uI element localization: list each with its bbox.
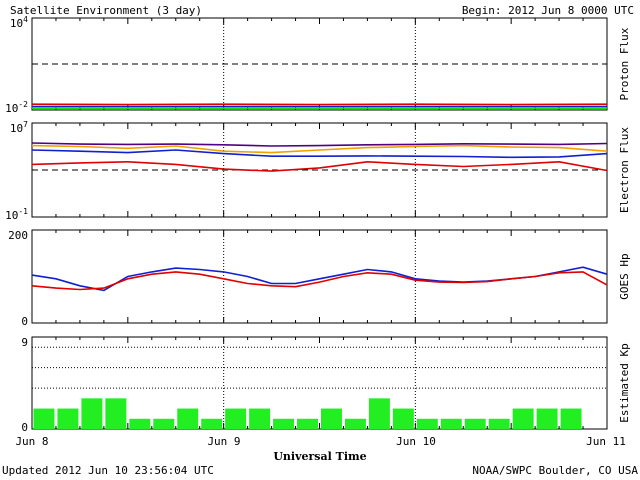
x-axis-label: Universal Time (273, 450, 366, 463)
panel-electron-flux: 107 10-1 Electron Flux (5, 120, 631, 222)
electron-flux-y-tick-top: 107 (10, 120, 28, 135)
estimated-kp-y-tick-bottom: 0 (21, 421, 28, 434)
kp-bar (129, 418, 151, 429)
electron-flux-series-orange (31, 144, 608, 154)
x-tick-jun9: Jun 9 (207, 435, 240, 448)
kp-bar (105, 398, 127, 429)
goes-hp-y-tick-top: 200 (8, 229, 28, 242)
kp-bar (321, 408, 342, 429)
estimated-kp-y-tick-top: 9 (21, 336, 28, 349)
x-tick-jun11: Jun 11 (586, 435, 626, 448)
goes-hp-frame (31, 229, 608, 324)
kp-bar (440, 418, 462, 429)
x-tick-jun8: Jun 8 (15, 435, 48, 448)
chart-title: Satellite Environment (3 day) (10, 4, 202, 17)
kp-bar (33, 408, 55, 429)
kp-bar (249, 408, 271, 429)
kp-bar (512, 408, 534, 429)
kp-bar (488, 418, 510, 429)
panels: 104 10-2 Proton Flux 107 10-1 Electron Flux 20… (5, 15, 631, 434)
kp-bar (201, 418, 223, 429)
kp-bar (392, 408, 414, 429)
kp-bar (81, 398, 103, 429)
x-tick-labels: Jun 8 Jun 9 Jun 10 Jun 11 (15, 435, 625, 448)
electron-flux-series-purple (31, 142, 608, 147)
kp-bar (344, 418, 366, 429)
kp-bar (464, 418, 486, 429)
kp-bar (560, 408, 582, 429)
goes-hp-series-blue (31, 266, 608, 292)
goes-hp-y-axis-label: GOES Hp (618, 253, 631, 299)
goes-hp-series-red (31, 271, 608, 291)
proton-flux-y-tick-top: 104 (10, 15, 28, 30)
kp-bar (536, 408, 558, 429)
kp-bar (416, 418, 438, 429)
kp-bar (297, 418, 318, 429)
kp-bar (273, 418, 295, 429)
electron-flux-frame (31, 122, 608, 218)
kp-bar (225, 408, 247, 429)
footer-credit: NOAA/SWPC Boulder, CO USA (472, 464, 638, 477)
kp-bar (177, 408, 199, 429)
footer-updated: Updated 2012 Jun 10 23:56:04 UTC (2, 464, 214, 477)
panel-estimated-kp: 9 0 Estimated Kp (21, 336, 631, 434)
x-tick-jun10: Jun 10 (396, 435, 436, 448)
estimated-kp-y-axis-label: Estimated Kp (618, 343, 631, 422)
panel-proton-flux: 104 10-2 Proton Flux (5, 15, 631, 115)
electron-flux-series-red (31, 160, 608, 172)
proton-flux-y-axis-label: Proton Flux (618, 27, 631, 100)
begin-label: Begin: 2012 Jun 8 0000 UTC (462, 4, 634, 17)
electron-flux-series-blue (31, 149, 608, 159)
kp-bar (153, 418, 175, 429)
panel-goes-hp: 200 0 GOES Hp (8, 229, 631, 328)
kp-bar (368, 398, 390, 429)
proton-flux-y-tick-bottom: 10-2 (5, 100, 28, 115)
proton-flux-frame (31, 17, 608, 111)
electron-flux-y-axis-label: Electron Flux (618, 127, 631, 213)
kp-bar (57, 408, 79, 429)
goes-hp-y-tick-bottom: 0 (21, 315, 28, 328)
electron-flux-y-tick-bottom: 10-1 (5, 207, 28, 222)
